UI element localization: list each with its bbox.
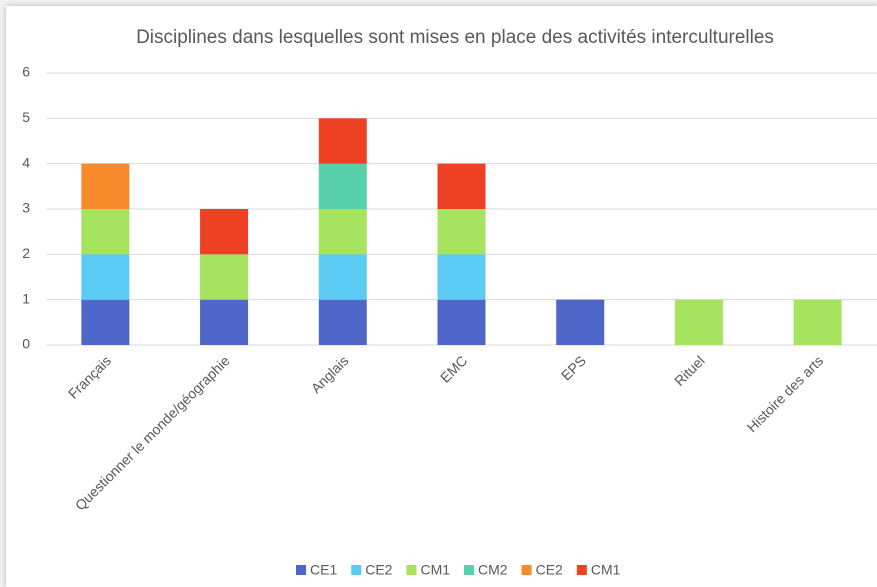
x-tick-label: Histoire des arts xyxy=(744,352,827,435)
legend-label: CE2 xyxy=(365,562,392,578)
bar-segment xyxy=(318,299,367,345)
x-tick-label: Anglais xyxy=(308,352,352,396)
bar-segment xyxy=(200,209,249,255)
bar-segment xyxy=(437,254,486,300)
bar-segment xyxy=(318,163,367,209)
legend-swatch xyxy=(406,565,417,575)
legend-swatch xyxy=(296,565,306,575)
chart-title: Disciplines dans lesquelles sont mises e… xyxy=(136,27,774,48)
legend-swatch xyxy=(576,565,587,575)
y-tick-label: 4 xyxy=(22,154,30,170)
bar-segment xyxy=(81,163,130,209)
bar-segment xyxy=(437,163,486,209)
y-tick-label: 0 xyxy=(22,336,30,352)
bar-segment xyxy=(200,299,249,345)
legend-swatch xyxy=(464,565,475,575)
legend-label: CM1 xyxy=(591,562,621,578)
bar-segment xyxy=(318,254,367,300)
bar-segment xyxy=(318,118,367,164)
bar-segment xyxy=(437,209,486,255)
legend-swatch xyxy=(351,565,362,575)
legend-label: CM2 xyxy=(478,562,508,578)
legend-label: CM1 xyxy=(420,562,450,578)
bar-segment xyxy=(81,299,130,345)
legend-label: CE1 xyxy=(310,562,337,578)
y-tick-label: 3 xyxy=(22,200,30,216)
bar-segment xyxy=(81,209,130,255)
bar-segment xyxy=(674,299,723,345)
bar-segment xyxy=(793,299,842,345)
y-tick-label: 5 xyxy=(22,109,30,125)
x-tick-label: EPS xyxy=(558,352,589,383)
x-tick-label: Français xyxy=(65,352,114,401)
bar-segment xyxy=(81,254,130,300)
bar-segment xyxy=(200,254,249,300)
y-tick-label: 6 xyxy=(22,64,30,80)
x-tick-label: EMC xyxy=(437,352,470,385)
x-tick-label: Rituel xyxy=(671,352,708,389)
y-tick-label: 1 xyxy=(22,290,30,306)
legend-label: CE2 xyxy=(536,562,563,578)
bar-segment xyxy=(437,299,486,345)
y-tick-label: 2 xyxy=(22,245,30,261)
bar-segment xyxy=(318,209,367,255)
bar-segment xyxy=(556,299,605,345)
legend-swatch xyxy=(521,565,532,575)
